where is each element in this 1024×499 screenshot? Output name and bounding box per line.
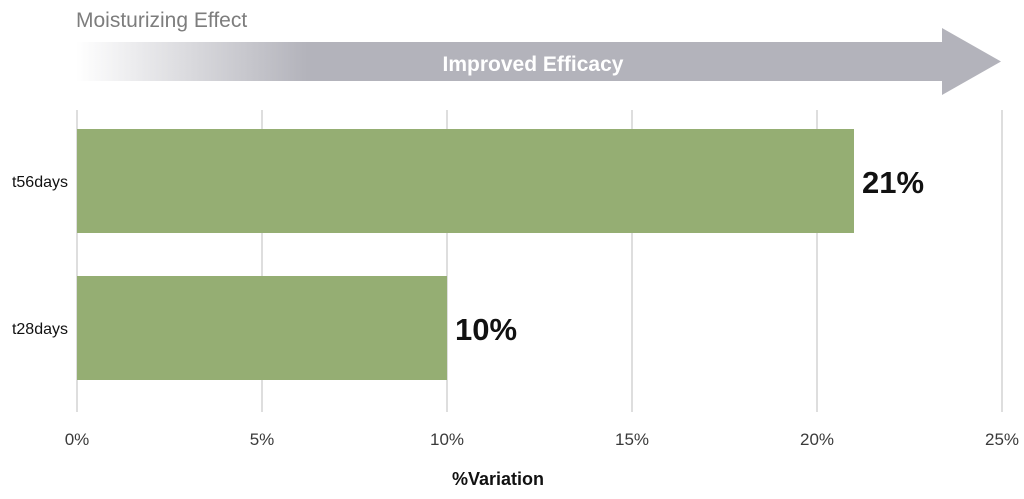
x-tick-label: 15% xyxy=(615,430,649,449)
bar-t28days xyxy=(77,276,447,380)
value-label-t28days: 10% xyxy=(455,312,517,347)
x-tick-label: 0% xyxy=(65,430,90,449)
banner-title: Moisturizing Effect xyxy=(76,9,247,32)
x-tick-label: 10% xyxy=(430,430,464,449)
efficacy-arrow-label: Improved Efficacy xyxy=(443,53,624,76)
x-tick-label: 5% xyxy=(250,430,275,449)
efficacy-arrow xyxy=(76,28,1001,95)
x-tick-label: 25% xyxy=(985,430,1019,449)
x-tick-label: 20% xyxy=(800,430,834,449)
bar-t56days xyxy=(77,129,854,233)
x-axis-title: %Variation xyxy=(452,469,544,489)
bars xyxy=(77,129,854,380)
category-label-t56days: t56days xyxy=(12,174,68,191)
category-label-t28days: t28days xyxy=(12,321,68,338)
value-label-t56days: 21% xyxy=(862,165,924,200)
labels: 0% 5% 10% 15% 20% 25% t56days 21% t28days 10% xyxy=(12,165,1019,449)
